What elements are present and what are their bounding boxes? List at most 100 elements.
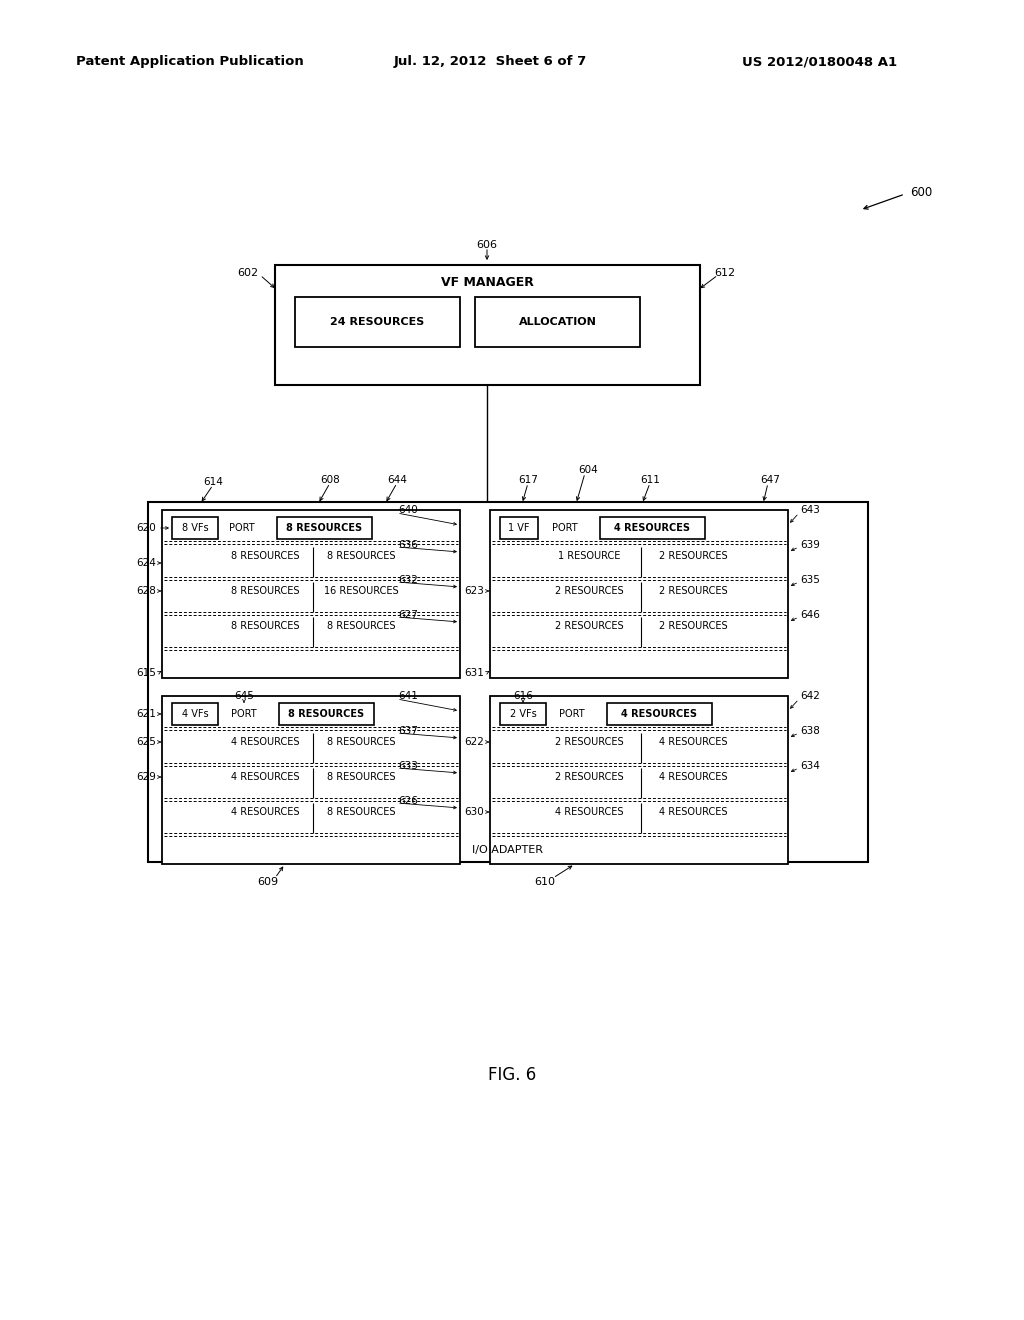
Text: 4 RESOURCES: 4 RESOURCES (658, 737, 727, 747)
Bar (607, 704, 712, 725)
Bar (500, 517, 538, 539)
Text: 620: 620 (136, 523, 156, 533)
Text: 628: 628 (136, 586, 156, 597)
Text: 8 RESOURCES: 8 RESOURCES (230, 620, 299, 631)
Bar (275, 265, 700, 385)
Text: PORT: PORT (559, 709, 585, 719)
Text: 622: 622 (464, 737, 484, 747)
Text: 629: 629 (136, 772, 156, 781)
Text: 2 RESOURCES: 2 RESOURCES (555, 620, 624, 631)
Text: 616: 616 (513, 690, 532, 701)
Bar (162, 510, 460, 678)
Text: 8 RESOURCES: 8 RESOURCES (327, 620, 395, 631)
Text: 636: 636 (398, 540, 418, 550)
Text: 638: 638 (800, 726, 820, 737)
Bar (295, 297, 460, 347)
Text: 609: 609 (257, 876, 279, 887)
Text: 8 RESOURCES: 8 RESOURCES (327, 550, 395, 561)
Bar (172, 704, 218, 725)
Text: 4 RESOURCES: 4 RESOURCES (658, 772, 727, 781)
Text: 4 RESOURCES: 4 RESOURCES (230, 807, 299, 817)
Bar (475, 297, 640, 347)
Text: 612: 612 (715, 268, 735, 279)
Text: 8 RESOURCES: 8 RESOURCES (230, 586, 299, 597)
Text: 4 RESOURCES: 4 RESOURCES (614, 523, 690, 533)
Text: 632: 632 (398, 576, 418, 585)
Bar (278, 517, 372, 539)
Text: 2 RESOURCES: 2 RESOURCES (658, 586, 727, 597)
Bar (500, 704, 546, 725)
Text: 623: 623 (464, 586, 484, 597)
Text: 635: 635 (800, 576, 820, 585)
Text: 621: 621 (136, 709, 156, 719)
Text: I/O ADAPTER: I/O ADAPTER (472, 845, 544, 855)
Text: 639: 639 (800, 540, 820, 550)
Text: 631: 631 (464, 668, 484, 678)
Text: 2 VFs: 2 VFs (510, 709, 537, 719)
Text: 633: 633 (398, 762, 418, 771)
Text: 24 RESOURCES: 24 RESOURCES (331, 317, 425, 327)
Bar (279, 704, 374, 725)
Text: 644: 644 (387, 475, 407, 484)
Text: 2 RESOURCES: 2 RESOURCES (658, 550, 727, 561)
Text: 602: 602 (238, 268, 259, 279)
Text: 1 RESOURCE: 1 RESOURCE (558, 550, 621, 561)
Text: 608: 608 (321, 475, 340, 484)
Text: PORT: PORT (229, 523, 255, 533)
Text: 634: 634 (800, 762, 820, 771)
Text: 630: 630 (464, 807, 484, 817)
Text: 627: 627 (398, 610, 418, 620)
Text: 2 RESOURCES: 2 RESOURCES (658, 620, 727, 631)
Text: 600: 600 (910, 186, 932, 198)
Text: 16 RESOURCES: 16 RESOURCES (324, 586, 398, 597)
Text: 4 RESOURCES: 4 RESOURCES (658, 807, 727, 817)
Text: PORT: PORT (231, 709, 257, 719)
Text: US 2012/0180048 A1: US 2012/0180048 A1 (742, 55, 898, 69)
Text: 8 VFs: 8 VFs (181, 523, 208, 533)
Text: 626: 626 (398, 796, 418, 807)
Text: 617: 617 (518, 475, 538, 484)
Text: 606: 606 (476, 240, 498, 249)
Text: 4 RESOURCES: 4 RESOURCES (621, 709, 697, 719)
Text: 8 RESOURCES: 8 RESOURCES (327, 772, 395, 781)
Text: 625: 625 (136, 737, 156, 747)
Text: FIG. 6: FIG. 6 (487, 1067, 537, 1084)
Text: ALLOCATION: ALLOCATION (518, 317, 596, 327)
Text: PORT: PORT (552, 523, 578, 533)
Text: 8 RESOURCES: 8 RESOURCES (288, 709, 365, 719)
Text: 4 RESOURCES: 4 RESOURCES (230, 772, 299, 781)
Text: VF MANAGER: VF MANAGER (441, 276, 534, 289)
Text: 615: 615 (136, 668, 156, 678)
Bar (172, 517, 218, 539)
Bar (600, 517, 705, 539)
Text: 604: 604 (579, 465, 598, 475)
Bar (148, 502, 868, 862)
Text: 2 RESOURCES: 2 RESOURCES (555, 737, 624, 747)
Text: 642: 642 (800, 690, 820, 701)
Text: 645: 645 (234, 690, 254, 701)
Text: 610: 610 (535, 876, 555, 887)
Text: 4 RESOURCES: 4 RESOURCES (555, 807, 624, 817)
Bar (490, 510, 788, 678)
Text: 611: 611 (640, 475, 659, 484)
Text: 8 RESOURCES: 8 RESOURCES (230, 550, 299, 561)
Text: 8 RESOURCES: 8 RESOURCES (327, 807, 395, 817)
Text: 2 RESOURCES: 2 RESOURCES (555, 772, 624, 781)
Text: 8 RESOURCES: 8 RESOURCES (327, 737, 395, 747)
Text: 643: 643 (800, 506, 820, 515)
Text: Jul. 12, 2012  Sheet 6 of 7: Jul. 12, 2012 Sheet 6 of 7 (393, 55, 587, 69)
Text: 4 VFs: 4 VFs (181, 709, 208, 719)
Text: 4 RESOURCES: 4 RESOURCES (230, 737, 299, 747)
Text: 646: 646 (800, 610, 820, 620)
Text: 647: 647 (760, 475, 780, 484)
Text: 614: 614 (203, 477, 223, 487)
Text: 641: 641 (398, 690, 418, 701)
Bar (162, 696, 460, 865)
Text: 2 RESOURCES: 2 RESOURCES (555, 586, 624, 597)
Text: 624: 624 (136, 558, 156, 568)
Bar (490, 696, 788, 865)
Text: 637: 637 (398, 726, 418, 737)
Text: 8 RESOURCES: 8 RESOURCES (286, 523, 362, 533)
Text: Patent Application Publication: Patent Application Publication (76, 55, 304, 69)
Text: 1 VF: 1 VF (508, 523, 529, 533)
